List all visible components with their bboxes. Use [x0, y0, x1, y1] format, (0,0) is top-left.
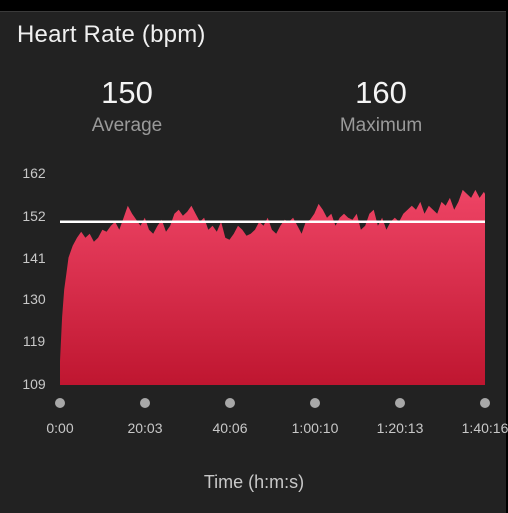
y-tick-label: 130: [22, 291, 46, 307]
maximum-value: 160: [355, 75, 407, 110]
average-stat: 150 Average: [27, 75, 227, 137]
x-tick-label: 1:40:16: [461, 420, 508, 436]
maximum-label: Maximum: [339, 115, 423, 136]
y-tick-label: 119: [22, 333, 46, 349]
y-tick-label: 109: [22, 376, 46, 392]
x-tick-dot: [55, 398, 65, 408]
x-tick-dot: [395, 398, 405, 408]
x-tick-label: 1:00:10: [291, 420, 339, 436]
x-tick-dot: [225, 398, 235, 408]
x-tick-dot: [480, 398, 490, 408]
x-tick-label: 20:03: [127, 420, 163, 436]
maximum-stat: 160 Maximum: [281, 75, 481, 137]
heart-rate-area: [60, 189, 485, 385]
x-tick-dot: [310, 398, 320, 408]
average-value: 150: [101, 75, 153, 110]
y-tick-label: 141: [22, 250, 46, 266]
card-title: Heart Rate (bpm): [17, 21, 206, 48]
x-tick-dot: [140, 398, 150, 408]
y-tick-label: 162: [22, 165, 46, 181]
x-tick-label: 1:20:13: [376, 420, 424, 436]
x-tick-label: 0:00: [46, 420, 74, 436]
x-axis-label: Time (h:m:s): [203, 472, 305, 492]
x-tick-label: 40:06: [212, 420, 248, 436]
y-tick-label: 152: [22, 208, 46, 224]
average-label: Average: [91, 115, 163, 136]
